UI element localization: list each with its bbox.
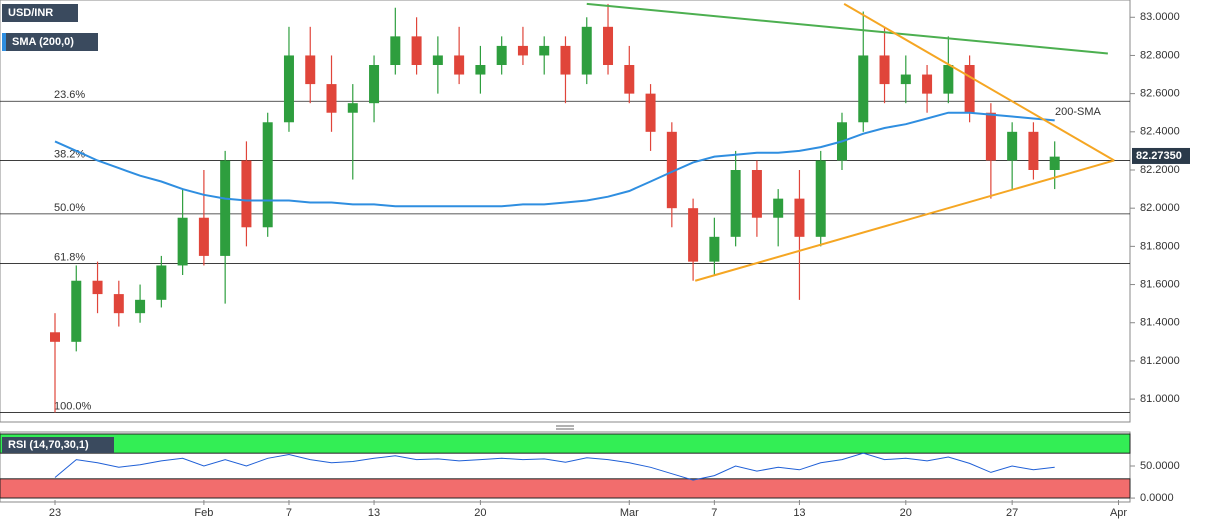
rsi-title: RSI (14,70,30,1) bbox=[8, 439, 89, 451]
candle-body bbox=[773, 198, 784, 218]
fib-label: 38.2% bbox=[54, 148, 85, 160]
candle-body bbox=[156, 265, 167, 300]
candle-body bbox=[645, 93, 656, 132]
candle-body bbox=[347, 103, 358, 113]
candle-body bbox=[92, 280, 103, 295]
x-tick-label: 23 bbox=[49, 507, 61, 519]
title: USD/INR bbox=[8, 7, 53, 19]
candle-body bbox=[751, 170, 762, 218]
y-tick-label: 82.0000 bbox=[1140, 202, 1180, 214]
candle-body bbox=[858, 55, 869, 123]
x-tick-label: 13 bbox=[368, 507, 380, 519]
y-tick-label: 82.6000 bbox=[1140, 88, 1180, 100]
y-tick-label: 81.2000 bbox=[1140, 355, 1180, 367]
x-tick-label: 20 bbox=[900, 507, 912, 519]
candle-body bbox=[709, 236, 720, 262]
oversold-zone bbox=[0, 478, 1131, 499]
trend-line bbox=[843, 3, 1115, 162]
trend-line bbox=[694, 159, 1115, 282]
candle-body bbox=[1007, 131, 1018, 161]
candle-body bbox=[262, 122, 273, 228]
x-tick-label: 7 bbox=[286, 507, 292, 519]
series-line bbox=[54, 111, 1055, 208]
legend-swatch bbox=[2, 33, 6, 51]
candle-body bbox=[50, 332, 60, 342]
y-tick-label: 81.4000 bbox=[1140, 317, 1180, 329]
candle-body bbox=[943, 65, 954, 94]
y-tick-label: 81.0000 bbox=[1140, 393, 1180, 405]
candle-body bbox=[390, 36, 401, 65]
x-tick-label: 13 bbox=[793, 507, 805, 519]
candle-body bbox=[411, 36, 422, 65]
y-tick-label: 50.0000 bbox=[1140, 460, 1180, 472]
x-tick-label: 7 bbox=[711, 507, 717, 519]
x-tick-label: Mar bbox=[620, 507, 639, 519]
title-box bbox=[2, 4, 78, 22]
candle-body bbox=[135, 299, 146, 314]
series-line bbox=[54, 452, 1055, 481]
legend-label: SMA (200,0) bbox=[12, 36, 74, 48]
candle-body bbox=[113, 294, 124, 314]
candle-body bbox=[71, 280, 82, 342]
candle-body bbox=[560, 45, 571, 75]
y-tick-label: 81.6000 bbox=[1140, 278, 1180, 290]
candle-body bbox=[666, 131, 677, 209]
candle-body bbox=[432, 55, 443, 65]
x-tick-label: Feb bbox=[194, 507, 213, 519]
x-tick-label: 20 bbox=[474, 507, 486, 519]
candle-body bbox=[624, 65, 635, 94]
x-tick-label: 27 bbox=[1006, 507, 1018, 519]
legend-box bbox=[2, 33, 98, 51]
fib-label: 23.6% bbox=[54, 89, 85, 101]
candle-body bbox=[922, 74, 933, 94]
candle-body bbox=[177, 217, 188, 266]
candle-body bbox=[305, 55, 316, 85]
candle-body bbox=[326, 84, 337, 113]
rsi-title-box bbox=[2, 437, 114, 453]
y-tick-label: 83.0000 bbox=[1140, 11, 1180, 23]
candle-body bbox=[900, 74, 911, 85]
candle-body bbox=[454, 55, 465, 75]
overbought-zone bbox=[0, 433, 1131, 454]
y-tick-label: 82.8000 bbox=[1140, 49, 1180, 61]
candle-body bbox=[198, 217, 209, 256]
y-tick-label: 81.8000 bbox=[1140, 240, 1180, 252]
candle-body bbox=[1028, 131, 1039, 170]
price-box bbox=[1132, 147, 1190, 164]
candle-body bbox=[539, 45, 550, 56]
trend-line bbox=[586, 2, 1108, 55]
candle-body bbox=[1049, 156, 1060, 170]
fib-label: 50.0% bbox=[54, 202, 85, 214]
candle-body bbox=[794, 198, 805, 237]
candle-body bbox=[879, 55, 890, 85]
fib-label: 100.0% bbox=[54, 400, 92, 412]
candle-body bbox=[241, 160, 252, 228]
y-tick-label: 0.0000 bbox=[1140, 492, 1174, 504]
candle-body bbox=[985, 112, 996, 161]
y-tick-label: 82.4000 bbox=[1140, 126, 1180, 138]
candle-body bbox=[964, 65, 975, 113]
candle-body bbox=[475, 65, 486, 75]
candle-body bbox=[496, 45, 507, 65]
candle-body bbox=[688, 208, 699, 262]
x-tick-label: Apr bbox=[1110, 507, 1127, 519]
candle-body bbox=[815, 160, 826, 237]
candle-body bbox=[730, 170, 741, 237]
y-tick-label: 82.2000 bbox=[1140, 164, 1180, 176]
candle-body bbox=[603, 26, 614, 65]
candle-body bbox=[581, 26, 592, 75]
candle-body bbox=[283, 55, 294, 123]
candle-body bbox=[220, 160, 231, 256]
price-label: 82.27350 bbox=[1136, 150, 1182, 162]
candle-body bbox=[517, 45, 528, 56]
candle-body bbox=[369, 65, 380, 104]
fib-label: 61.8% bbox=[54, 251, 85, 263]
annotation: 200-SMA bbox=[1055, 106, 1102, 118]
